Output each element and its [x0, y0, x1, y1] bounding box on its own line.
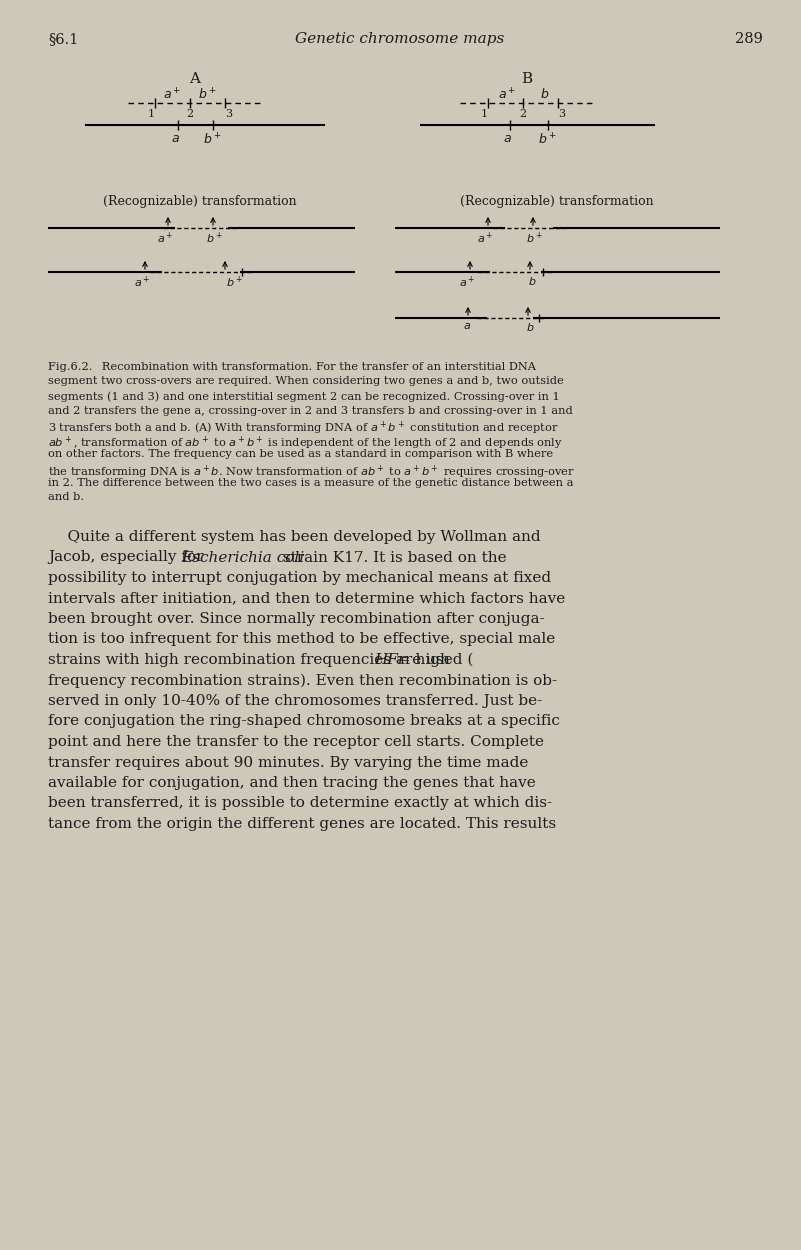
Text: 3: 3	[558, 109, 566, 119]
Text: Fig.6.2.  Recombination with transformation. For the transfer of an interstitial: Fig.6.2. Recombination with transformati…	[48, 362, 536, 372]
Text: $a^+$: $a^+$	[157, 231, 173, 246]
Text: served in only 10-40% of the chromosomes transferred. Just be-: served in only 10-40% of the chromosomes…	[48, 694, 542, 708]
Text: the transforming DNA is $a^+b$. Now transformation of $ab^+$ to $a^+b^+$ require: the transforming DNA is $a^+b$. Now tran…	[48, 464, 575, 481]
Text: 289: 289	[735, 32, 763, 46]
Text: §6.1: §6.1	[48, 32, 78, 46]
Text: frequency recombination strains). Even then recombination is ob-: frequency recombination strains). Even t…	[48, 674, 557, 688]
Text: on other factors. The frequency can be used as a standard in comparison with B w: on other factors. The frequency can be u…	[48, 449, 553, 459]
Text: Jacob, especially for: Jacob, especially for	[48, 550, 208, 565]
Text: $a^+$: $a^+$	[163, 88, 181, 103]
Text: 1: 1	[147, 109, 155, 119]
Text: segments (1 and 3) and one interstitial segment 2 can be recognized. Crossing-ov: segments (1 and 3) and one interstitial …	[48, 391, 560, 401]
Text: $b^+$: $b^+$	[203, 132, 223, 148]
Text: 2: 2	[187, 109, 194, 119]
Text: been transferred, it is possible to determine exactly at which dis-: been transferred, it is possible to dete…	[48, 796, 552, 810]
Text: 3 transfers both a and b. (A) With transforming DNA of $a^+b^+$ constitution and: 3 transfers both a and b. (A) With trans…	[48, 420, 558, 437]
Text: A: A	[190, 72, 200, 86]
Text: $b$: $b$	[528, 275, 536, 288]
Text: (Recognizable) transformation: (Recognizable) transformation	[103, 195, 297, 208]
Text: Escherichia coli: Escherichia coli	[181, 550, 304, 565]
Text: $a^+$: $a^+$	[134, 275, 151, 290]
Text: in 2. The difference between the two cases is a measure of the genetic distance : in 2. The difference between the two cas…	[48, 478, 574, 488]
Text: $a^+$: $a^+$	[459, 275, 475, 290]
Text: $a^+$: $a^+$	[477, 231, 493, 246]
Text: transfer requires about 90 minutes. By varying the time made: transfer requires about 90 minutes. By v…	[48, 755, 529, 770]
Text: segment two cross-overs are required. When considering two genes a and b, two ou: segment two cross-overs are required. Wh…	[48, 376, 564, 386]
Text: 2: 2	[519, 109, 526, 119]
Text: $ab^+$, transformation of $ab^+$ to $a^+b^+$ is independent of the length of 2 a: $ab^+$, transformation of $ab^+$ to $a^+…	[48, 435, 563, 451]
Text: Quite a different system has been developed by Wollman and: Quite a different system has been develo…	[48, 530, 541, 544]
Text: 1: 1	[481, 109, 488, 119]
Text: $b$: $b$	[541, 88, 549, 101]
Text: 3: 3	[225, 109, 232, 119]
Text: = high: = high	[393, 652, 450, 668]
Text: tance from the origin the different genes are located. This results: tance from the origin the different gene…	[48, 818, 556, 831]
Text: and b.: and b.	[48, 492, 84, 502]
Text: $a$: $a$	[463, 321, 471, 331]
Text: and 2 transfers the gene a, crossing-over in 2 and 3 transfers b and crossing-ov: and 2 transfers the gene a, crossing-ove…	[48, 405, 573, 415]
Text: $a^+$: $a^+$	[498, 88, 516, 103]
Text: intervals after initiation, and then to determine which factors have: intervals after initiation, and then to …	[48, 591, 566, 605]
Text: $a$: $a$	[502, 132, 511, 145]
Text: $b^+$: $b^+$	[538, 132, 557, 148]
Text: $a$: $a$	[171, 132, 179, 145]
Text: been brought over. Since normally recombination after conjuga-: been brought over. Since normally recomb…	[48, 612, 545, 626]
Text: Genetic chromosome maps: Genetic chromosome maps	[296, 32, 505, 46]
Text: HFr: HFr	[375, 652, 406, 668]
Text: $b$: $b$	[525, 321, 534, 332]
Text: point and here the transfer to the receptor cell starts. Complete: point and here the transfer to the recep…	[48, 735, 544, 749]
Text: $b^+$: $b^+$	[525, 231, 542, 246]
Text: available for conjugation, and then tracing the genes that have: available for conjugation, and then trac…	[48, 776, 536, 790]
Text: (Recognizable) transformation: (Recognizable) transformation	[461, 195, 654, 208]
Text: $b^+$: $b^+$	[226, 275, 243, 290]
Text: possibility to interrupt conjugation by mechanical means at fixed: possibility to interrupt conjugation by …	[48, 571, 551, 585]
Text: tion is too infrequent for this method to be effective, special male: tion is too infrequent for this method t…	[48, 632, 555, 646]
Text: strains with high recombination frequencies are used (: strains with high recombination frequenc…	[48, 652, 473, 668]
Text: strain K17. It is based on the: strain K17. It is based on the	[278, 550, 506, 565]
Text: $b^+$: $b^+$	[199, 88, 218, 103]
Text: $b^+$: $b^+$	[206, 231, 223, 246]
Text: B: B	[521, 72, 533, 86]
Text: fore conjugation the ring-shaped chromosome breaks at a specific: fore conjugation the ring-shaped chromos…	[48, 715, 560, 729]
